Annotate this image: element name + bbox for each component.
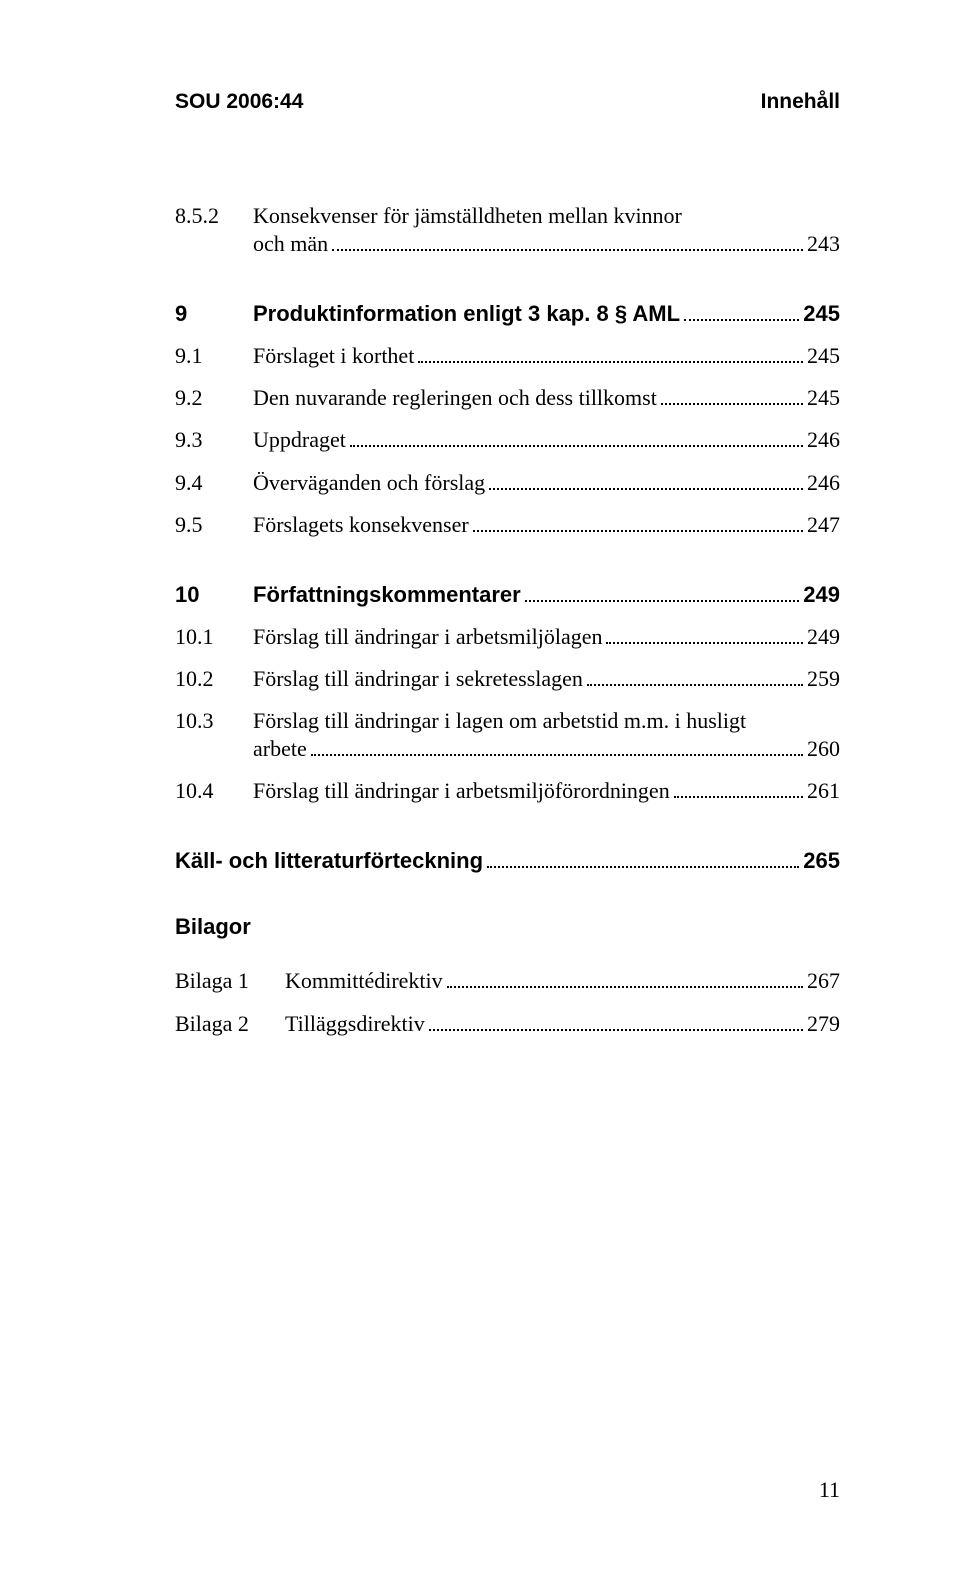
toc-entry: Bilaga 2Tilläggsdirektiv 279 [175,1007,840,1041]
toc-entry-number: 9 [175,297,253,331]
toc-entry-page: 249 [807,620,840,654]
toc-entry: 10Författningskommentarer 249 [175,578,840,612]
toc-entry-page: 245 [807,381,840,415]
toc-entry: 9.4Överväganden och förslag 246 [175,466,840,500]
toc-entry: 9.3Uppdraget 246 [175,423,840,457]
toc-leader-dots [674,783,803,798]
toc-entry-number: 9.4 [175,466,253,500]
toc-entry-page: 279 [807,1007,840,1041]
toc-gap [175,269,840,297]
toc-entry-page: 245 [807,339,840,373]
toc-entry-label: Käll- och litteraturförteckning [175,844,483,878]
page-header: SOU 2006:44 Innehåll [175,90,840,114]
toc-entry-page: 247 [807,508,840,542]
toc-entry: 9.1Förslaget i korthet 245 [175,339,840,373]
toc-leader-dots [661,390,803,405]
toc-gap [175,550,840,578]
toc-leader-dots [429,1015,803,1030]
toc-entry-number: 10 [175,578,253,612]
page-number: 11 [819,1477,840,1503]
toc-entry-label: Författningskommentarer [253,578,521,612]
toc-entry-number: 8.5.2 [175,199,253,233]
toc-entry: Bilaga 1Kommittédirektiv 267 [175,964,840,998]
toc-entry-number: 10.3 [175,704,253,738]
toc-leader-dots [332,236,803,251]
toc-section-title: Bilagor [175,914,840,940]
toc-leader-dots [525,587,800,602]
toc-entry-label: Den nuvarande regleringen och dess tillk… [253,381,657,415]
toc-entry: 9.2Den nuvarande regleringen och dess ti… [175,381,840,415]
toc-leader-dots [473,516,803,531]
toc-entry-page: 245 [803,297,840,331]
toc-entry-page: 246 [807,423,840,457]
toc-entry-number: 9.3 [175,423,253,457]
toc-leader-dots [684,306,799,321]
toc-entry-number: 9.1 [175,339,253,373]
toc-entry: 10.4Förslag till ändringar i arbetsmiljö… [175,774,840,808]
toc-entry-label: Uppdraget [253,423,346,457]
toc-entry: 9Produktinformation enligt 3 kap. 8 § AM… [175,297,840,331]
toc-leader-dots [489,474,803,489]
table-of-contents: 8.5.2Konsekvenser för jämställdheten mel… [175,199,840,1041]
toc-entry-label: Förslagets konsekvenser [253,508,469,542]
toc-entry-number: 10.4 [175,774,253,808]
toc-entry: Käll- och litteraturförteckning 265 [175,844,840,878]
toc-entry-number: Bilaga 2 [175,1007,285,1041]
toc-entry-number: Bilaga 1 [175,964,285,998]
toc-entry-page: 265 [803,844,840,878]
toc-leader-dots [587,671,803,686]
toc-entry-number: 10.2 [175,662,253,696]
toc-entry-label: Förslaget i korthet [253,339,414,373]
toc-leader-dots [418,348,803,363]
toc-leader-dots [350,432,803,447]
toc-entry-label: Förslag till ändringar i lagen om arbets… [253,704,746,738]
toc-entry-page: 259 [807,662,840,696]
toc-leader-dots [606,629,803,644]
toc-leader-dots [447,973,803,988]
header-left: SOU 2006:44 [175,90,303,114]
toc-entry-label: Överväganden och förslag [253,466,485,500]
toc-entry-page: 260 [807,732,840,766]
toc-entry-page: 249 [803,578,840,612]
page: SOU 2006:44 Innehåll 8.5.2Konsekvenser f… [0,0,960,1578]
toc-entry-page: 243 [807,227,840,261]
toc-entry: 10.2Förslag till ändringar i sekretessla… [175,662,840,696]
toc-entry-label: Kommittédirektiv [285,964,443,998]
toc-leader-dots [487,853,799,868]
toc-entry: 10.1Förslag till ändringar i arbetsmiljö… [175,620,840,654]
toc-entry-label: Tilläggsdirektiv [285,1007,425,1041]
toc-entry-page: 261 [807,774,840,808]
toc-entry-label: och män [253,227,328,261]
toc-entry: 9.5Förslagets konsekvenser 247 [175,508,840,542]
toc-leader-dots [311,741,803,756]
toc-entry-label: Produktinformation enligt 3 kap. 8 § AML [253,297,680,331]
toc-entry-label: arbete [253,732,307,766]
toc-entry-page: 246 [807,466,840,500]
toc-entry-number: 9.5 [175,508,253,542]
toc-entry-label: Förslag till ändringar i arbetsmiljölage… [253,620,602,654]
toc-entry-label: Förslag till ändringar i sekretesslagen [253,662,583,696]
toc-entry-number: 10.1 [175,620,253,654]
header-right: Innehåll [761,90,840,114]
toc-entry-number: 9.2 [175,381,253,415]
toc-entry-label: Förslag till ändringar i arbetsmiljöföro… [253,774,670,808]
toc-gap [175,886,840,914]
toc-entry-page: 267 [807,964,840,998]
toc-gap [175,816,840,844]
